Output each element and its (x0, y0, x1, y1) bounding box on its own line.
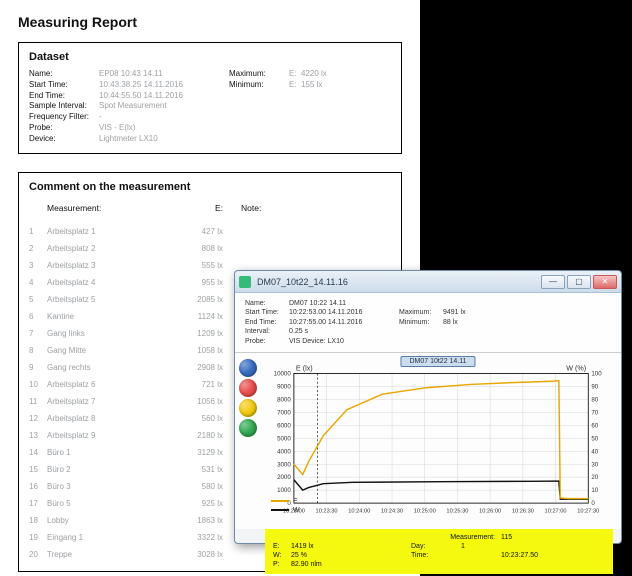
chart-window[interactable]: DM07_10t22_14.11.16 — ▢ ✕ Name:DM07 10:2… (234, 270, 622, 544)
minimize-button[interactable]: — (541, 275, 565, 289)
svg-text:8000: 8000 (277, 397, 291, 404)
window-title: DM07_10t22_14.11.16 (257, 277, 348, 287)
svg-text:10:25:30: 10:25:30 (446, 509, 468, 515)
svg-text:80: 80 (591, 397, 598, 404)
svg-text:10000: 10000 (274, 371, 292, 378)
svg-text:20: 20 (591, 474, 598, 481)
svg-text:100: 100 (591, 371, 602, 378)
svg-text:90: 90 (591, 384, 598, 391)
svg-text:5000: 5000 (277, 436, 291, 443)
svg-text:1000: 1000 (277, 487, 291, 494)
svg-text:40: 40 (591, 448, 598, 455)
svg-text:10:23:30: 10:23:30 (316, 509, 338, 515)
app-icon (239, 276, 251, 288)
comment-title: Comment on the measurement (29, 181, 391, 193)
dataset-grid: Name:EP08 10:43 14.11 Maximum:E:4220 lx … (29, 69, 391, 145)
svg-text:10: 10 (591, 487, 598, 494)
svg-text:30: 30 (591, 461, 598, 468)
indicator-ball[interactable] (239, 379, 257, 397)
svg-text:60: 60 (591, 423, 598, 430)
maximize-button[interactable]: ▢ (567, 275, 591, 289)
svg-text:10:24:30: 10:24:30 (381, 509, 403, 515)
indicator-ball[interactable] (239, 419, 257, 437)
svg-text:6000: 6000 (277, 423, 291, 430)
chart-svg: 1000090008000700060005000400030002000100… (263, 359, 613, 524)
svg-text:10:26:30: 10:26:30 (512, 509, 534, 515)
table-row: 1Arbeitsplatz 1427 lx (29, 223, 391, 240)
svg-text:10:27:30: 10:27:30 (577, 509, 599, 515)
measurement-header: Measurement: E: Note: (29, 203, 391, 213)
svg-text:0: 0 (591, 500, 595, 507)
titlebar[interactable]: DM07_10t22_14.11.16 — ▢ ✕ (235, 271, 621, 293)
chart-legend: E W (271, 498, 300, 515)
svg-text:7000: 7000 (277, 410, 291, 417)
status-bar: Measurement: 115 E:1419 lx Day:1 W:25 % … (265, 529, 613, 573)
svg-text:2000: 2000 (277, 474, 291, 481)
table-row: 2Arbeitsplatz 2808 lx (29, 240, 391, 257)
plot[interactable]: DM07 10t22 14.11 10000900080007000600050… (263, 359, 613, 527)
svg-text:3000: 3000 (277, 461, 291, 468)
svg-text:10:25:00: 10:25:00 (414, 509, 436, 515)
dataset-title: Dataset (29, 51, 391, 63)
svg-text:70: 70 (591, 410, 598, 417)
ball-column (235, 353, 261, 529)
svg-text:4000: 4000 (277, 448, 291, 455)
svg-text:10:24:00: 10:24:00 (348, 509, 370, 515)
svg-text:9000: 9000 (277, 384, 291, 391)
close-button[interactable]: ✕ (593, 275, 617, 289)
indicator-ball[interactable] (239, 399, 257, 417)
window-meta: Name:DM07 10:22 14.11 Start Time:10:22:5… (235, 293, 621, 353)
svg-text:W (%): W (%) (566, 364, 586, 373)
dataset-box: Dataset Name:EP08 10:43 14.11 Maximum:E:… (18, 42, 402, 154)
svg-text:E (lx): E (lx) (296, 364, 313, 373)
svg-text:50: 50 (591, 436, 598, 443)
svg-text:10:26:00: 10:26:00 (479, 509, 501, 515)
indicator-ball[interactable] (239, 359, 257, 377)
svg-text:10:27:00: 10:27:00 (545, 509, 567, 515)
page-title: Measuring Report (18, 14, 402, 30)
